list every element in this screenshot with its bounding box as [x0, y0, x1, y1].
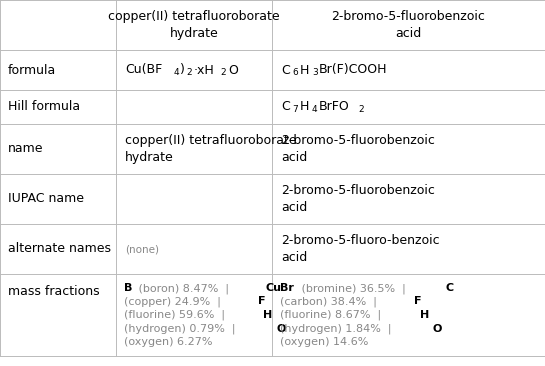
Text: B: B [124, 283, 132, 293]
Text: (boron) 8.47%  |: (boron) 8.47% | [135, 283, 236, 294]
Text: C: C [446, 283, 454, 293]
Text: F: F [258, 296, 265, 306]
Text: (bromine) 36.5%  |: (bromine) 36.5% | [298, 283, 413, 294]
Text: (none): (none) [125, 244, 159, 254]
Text: 6: 6 [292, 68, 298, 77]
Text: (hydrogen) 1.84%  |: (hydrogen) 1.84% | [280, 324, 398, 334]
Text: H: H [420, 310, 429, 320]
Text: 2-bromo-5-fluoro-benzoic
acid: 2-bromo-5-fluoro-benzoic acid [281, 234, 440, 264]
Text: alternate names: alternate names [8, 243, 111, 255]
Text: (hydrogen) 0.79%  |: (hydrogen) 0.79% | [124, 324, 243, 334]
Text: (fluorine) 59.6%  |: (fluorine) 59.6% | [124, 310, 232, 321]
Text: O: O [433, 324, 443, 333]
Text: (copper) 24.9%  |: (copper) 24.9% | [124, 296, 228, 307]
Text: 2-bromo-5-fluorobenzoic
acid: 2-bromo-5-fluorobenzoic acid [281, 184, 435, 214]
Text: O: O [228, 63, 238, 76]
Text: Cu(BF: Cu(BF [125, 63, 162, 76]
Text: Br: Br [280, 283, 294, 293]
Text: copper(II) tetrafluoroborate
hydrate: copper(II) tetrafluoroborate hydrate [125, 134, 296, 164]
Text: C: C [281, 101, 290, 113]
Text: 2: 2 [221, 68, 226, 77]
Text: 2: 2 [186, 68, 192, 77]
Text: 3: 3 [312, 68, 318, 77]
Text: (oxygen) 14.6%: (oxygen) 14.6% [280, 337, 368, 347]
Text: copper(II) tetrafluoroborate
hydrate: copper(II) tetrafluoroborate hydrate [108, 10, 280, 40]
Text: H: H [263, 310, 272, 320]
Text: H: H [300, 63, 309, 76]
Text: O: O [277, 324, 286, 333]
Text: 4: 4 [173, 68, 179, 77]
Text: 2: 2 [359, 105, 365, 114]
Text: BrFO: BrFO [319, 101, 350, 113]
Text: (fluorine) 8.67%  |: (fluorine) 8.67% | [280, 310, 388, 321]
Text: formula: formula [8, 63, 56, 76]
Text: Cu: Cu [265, 283, 281, 293]
Text: (carbon) 38.4%  |: (carbon) 38.4% | [280, 296, 384, 307]
Text: 2-bromo-5-fluorobenzoic
acid: 2-bromo-5-fluorobenzoic acid [281, 134, 435, 164]
Text: name: name [8, 142, 44, 156]
Text: F: F [414, 296, 421, 306]
Text: Hill formula: Hill formula [8, 101, 80, 113]
Text: (oxygen) 6.27%: (oxygen) 6.27% [124, 337, 213, 347]
Text: H: H [300, 101, 309, 113]
Text: ·xH: ·xH [194, 63, 215, 76]
Text: mass fractions: mass fractions [8, 285, 100, 298]
Text: IUPAC name: IUPAC name [8, 193, 84, 205]
Text: 4: 4 [312, 105, 317, 114]
Text: ): ) [180, 63, 185, 76]
Text: Br(F)COOH: Br(F)COOH [319, 63, 387, 76]
Text: 7: 7 [292, 105, 298, 114]
Text: C: C [281, 63, 290, 76]
Text: 2-bromo-5-fluorobenzoic
acid: 2-bromo-5-fluorobenzoic acid [331, 10, 486, 40]
